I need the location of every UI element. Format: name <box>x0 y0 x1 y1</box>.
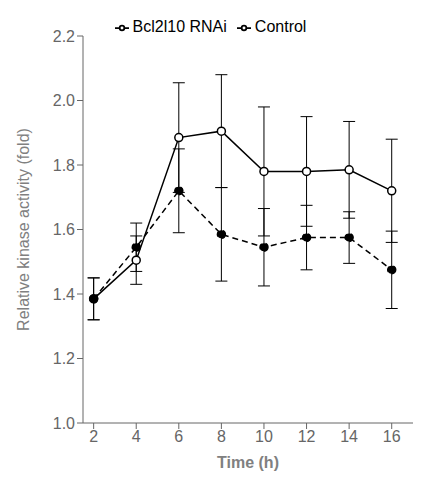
html-text:Bcl2l10 RNAi: Bcl2l10 RNAi <box>132 18 227 35</box>
svg-text:8: 8 <box>217 428 226 445</box>
svg-text:16: 16 <box>383 428 401 445</box>
svg-text:Time (h): Time (h) <box>217 454 279 471</box>
svg-text:6: 6 <box>174 428 183 445</box>
html-text:Control: Control <box>254 18 307 35</box>
svg-text:12: 12 <box>298 428 316 445</box>
svg-text:4: 4 <box>132 428 141 445</box>
svg-text:1.0: 1.0 <box>53 415 75 432</box>
svg-text:1.6: 1.6 <box>53 221 75 238</box>
svg-text:2.2: 2.2 <box>53 28 75 45</box>
svg-text:10: 10 <box>255 428 273 445</box>
svg-text:1.4: 1.4 <box>53 286 75 303</box>
svg-text:1.2: 1.2 <box>53 350 75 367</box>
svg-text:2.0: 2.0 <box>53 92 75 109</box>
svg-text:1.8: 1.8 <box>53 157 75 174</box>
svg-text:Relative kinase activity (fold: Relative kinase activity (fold) <box>15 128 32 331</box>
svg-text:14: 14 <box>340 428 358 445</box>
svg-text:2: 2 <box>89 428 98 445</box>
